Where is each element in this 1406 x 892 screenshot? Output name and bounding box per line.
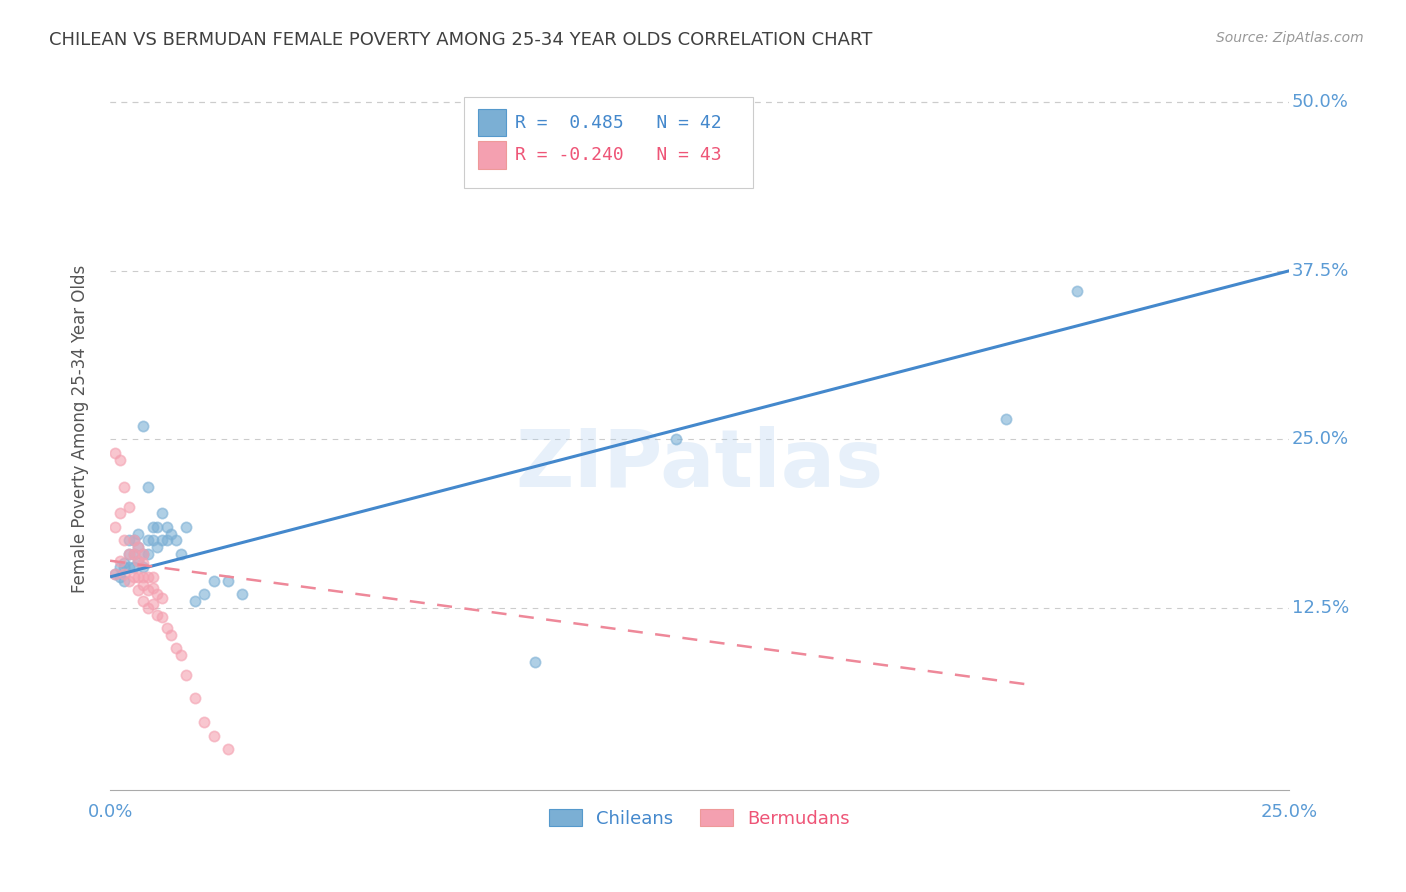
Point bbox=[127, 540, 149, 554]
Point bbox=[127, 570, 149, 584]
Point bbox=[136, 583, 159, 598]
Point bbox=[184, 691, 207, 706]
Point bbox=[156, 621, 179, 635]
Point bbox=[122, 533, 145, 548]
Point bbox=[122, 560, 145, 574]
Point bbox=[112, 574, 135, 588]
Point bbox=[995, 412, 1018, 426]
Point bbox=[132, 570, 155, 584]
Text: R = -0.240   N = 43: R = -0.240 N = 43 bbox=[515, 146, 721, 164]
Point bbox=[108, 554, 131, 568]
Point bbox=[136, 547, 159, 561]
Point bbox=[112, 533, 135, 548]
Point bbox=[104, 567, 127, 582]
Point bbox=[141, 597, 163, 611]
Point bbox=[156, 520, 179, 534]
Point bbox=[127, 554, 149, 568]
Point bbox=[127, 526, 149, 541]
Point bbox=[104, 446, 127, 460]
Point bbox=[141, 581, 163, 595]
Point bbox=[132, 578, 155, 592]
Point bbox=[665, 433, 688, 447]
Point bbox=[170, 547, 193, 561]
Text: 50.0%: 50.0% bbox=[1292, 94, 1348, 112]
Point bbox=[118, 547, 141, 561]
Point bbox=[217, 742, 239, 756]
Point bbox=[146, 607, 169, 622]
Point bbox=[127, 554, 149, 568]
Point bbox=[146, 587, 169, 601]
Point bbox=[165, 641, 187, 656]
Text: 25.0%: 25.0% bbox=[1292, 430, 1348, 449]
Point bbox=[193, 715, 215, 730]
Point bbox=[174, 668, 197, 682]
Point bbox=[132, 547, 155, 561]
Text: R =  0.485   N = 42: R = 0.485 N = 42 bbox=[515, 113, 721, 132]
Point bbox=[202, 729, 225, 743]
Text: 37.5%: 37.5% bbox=[1292, 261, 1348, 280]
Point bbox=[231, 587, 253, 601]
Point bbox=[156, 533, 179, 548]
Point bbox=[202, 574, 225, 588]
Point bbox=[141, 520, 163, 534]
Legend: Chileans, Bermudans: Chileans, Bermudans bbox=[543, 802, 858, 835]
Point bbox=[118, 547, 141, 561]
Point bbox=[193, 587, 215, 601]
Point bbox=[136, 533, 159, 548]
Point bbox=[136, 600, 159, 615]
Point bbox=[141, 570, 163, 584]
Point bbox=[127, 583, 149, 598]
Text: ZIPatlas: ZIPatlas bbox=[516, 426, 884, 504]
Point bbox=[523, 655, 546, 669]
Point bbox=[184, 594, 207, 608]
Point bbox=[104, 567, 127, 582]
Point bbox=[1066, 284, 1088, 298]
Point bbox=[174, 520, 197, 534]
Point bbox=[132, 547, 155, 561]
Point bbox=[108, 560, 131, 574]
Point bbox=[160, 526, 183, 541]
Point bbox=[136, 479, 159, 493]
Point bbox=[132, 560, 155, 574]
Point bbox=[122, 547, 145, 561]
Point bbox=[170, 648, 193, 662]
Point bbox=[122, 547, 145, 561]
Point bbox=[104, 520, 127, 534]
Point bbox=[132, 594, 155, 608]
Point bbox=[132, 557, 155, 571]
Text: Source: ZipAtlas.com: Source: ZipAtlas.com bbox=[1216, 31, 1364, 45]
FancyBboxPatch shape bbox=[464, 97, 752, 187]
Point bbox=[146, 540, 169, 554]
Point bbox=[122, 570, 145, 584]
Point bbox=[118, 533, 141, 548]
FancyBboxPatch shape bbox=[478, 141, 506, 169]
FancyBboxPatch shape bbox=[478, 109, 506, 136]
Point bbox=[160, 628, 183, 642]
Point bbox=[118, 560, 141, 574]
Point bbox=[118, 574, 141, 588]
Text: 12.5%: 12.5% bbox=[1292, 599, 1348, 617]
Point bbox=[122, 533, 145, 548]
Point bbox=[118, 500, 141, 514]
Point bbox=[150, 507, 173, 521]
Point bbox=[127, 540, 149, 554]
Point bbox=[132, 418, 155, 433]
Point bbox=[146, 520, 169, 534]
Point bbox=[112, 560, 135, 574]
Point bbox=[217, 574, 239, 588]
Point bbox=[150, 591, 173, 606]
Point bbox=[150, 610, 173, 624]
Point bbox=[136, 570, 159, 584]
Point bbox=[108, 452, 131, 467]
Text: CHILEAN VS BERMUDAN FEMALE POVERTY AMONG 25-34 YEAR OLDS CORRELATION CHART: CHILEAN VS BERMUDAN FEMALE POVERTY AMONG… bbox=[49, 31, 873, 49]
Point bbox=[108, 507, 131, 521]
Point bbox=[165, 533, 187, 548]
Point bbox=[112, 567, 135, 582]
Point bbox=[112, 479, 135, 493]
Point bbox=[150, 533, 173, 548]
Y-axis label: Female Poverty Among 25-34 Year Olds: Female Poverty Among 25-34 Year Olds bbox=[72, 265, 89, 593]
Point bbox=[108, 570, 131, 584]
Point bbox=[141, 533, 163, 548]
Point bbox=[112, 557, 135, 571]
